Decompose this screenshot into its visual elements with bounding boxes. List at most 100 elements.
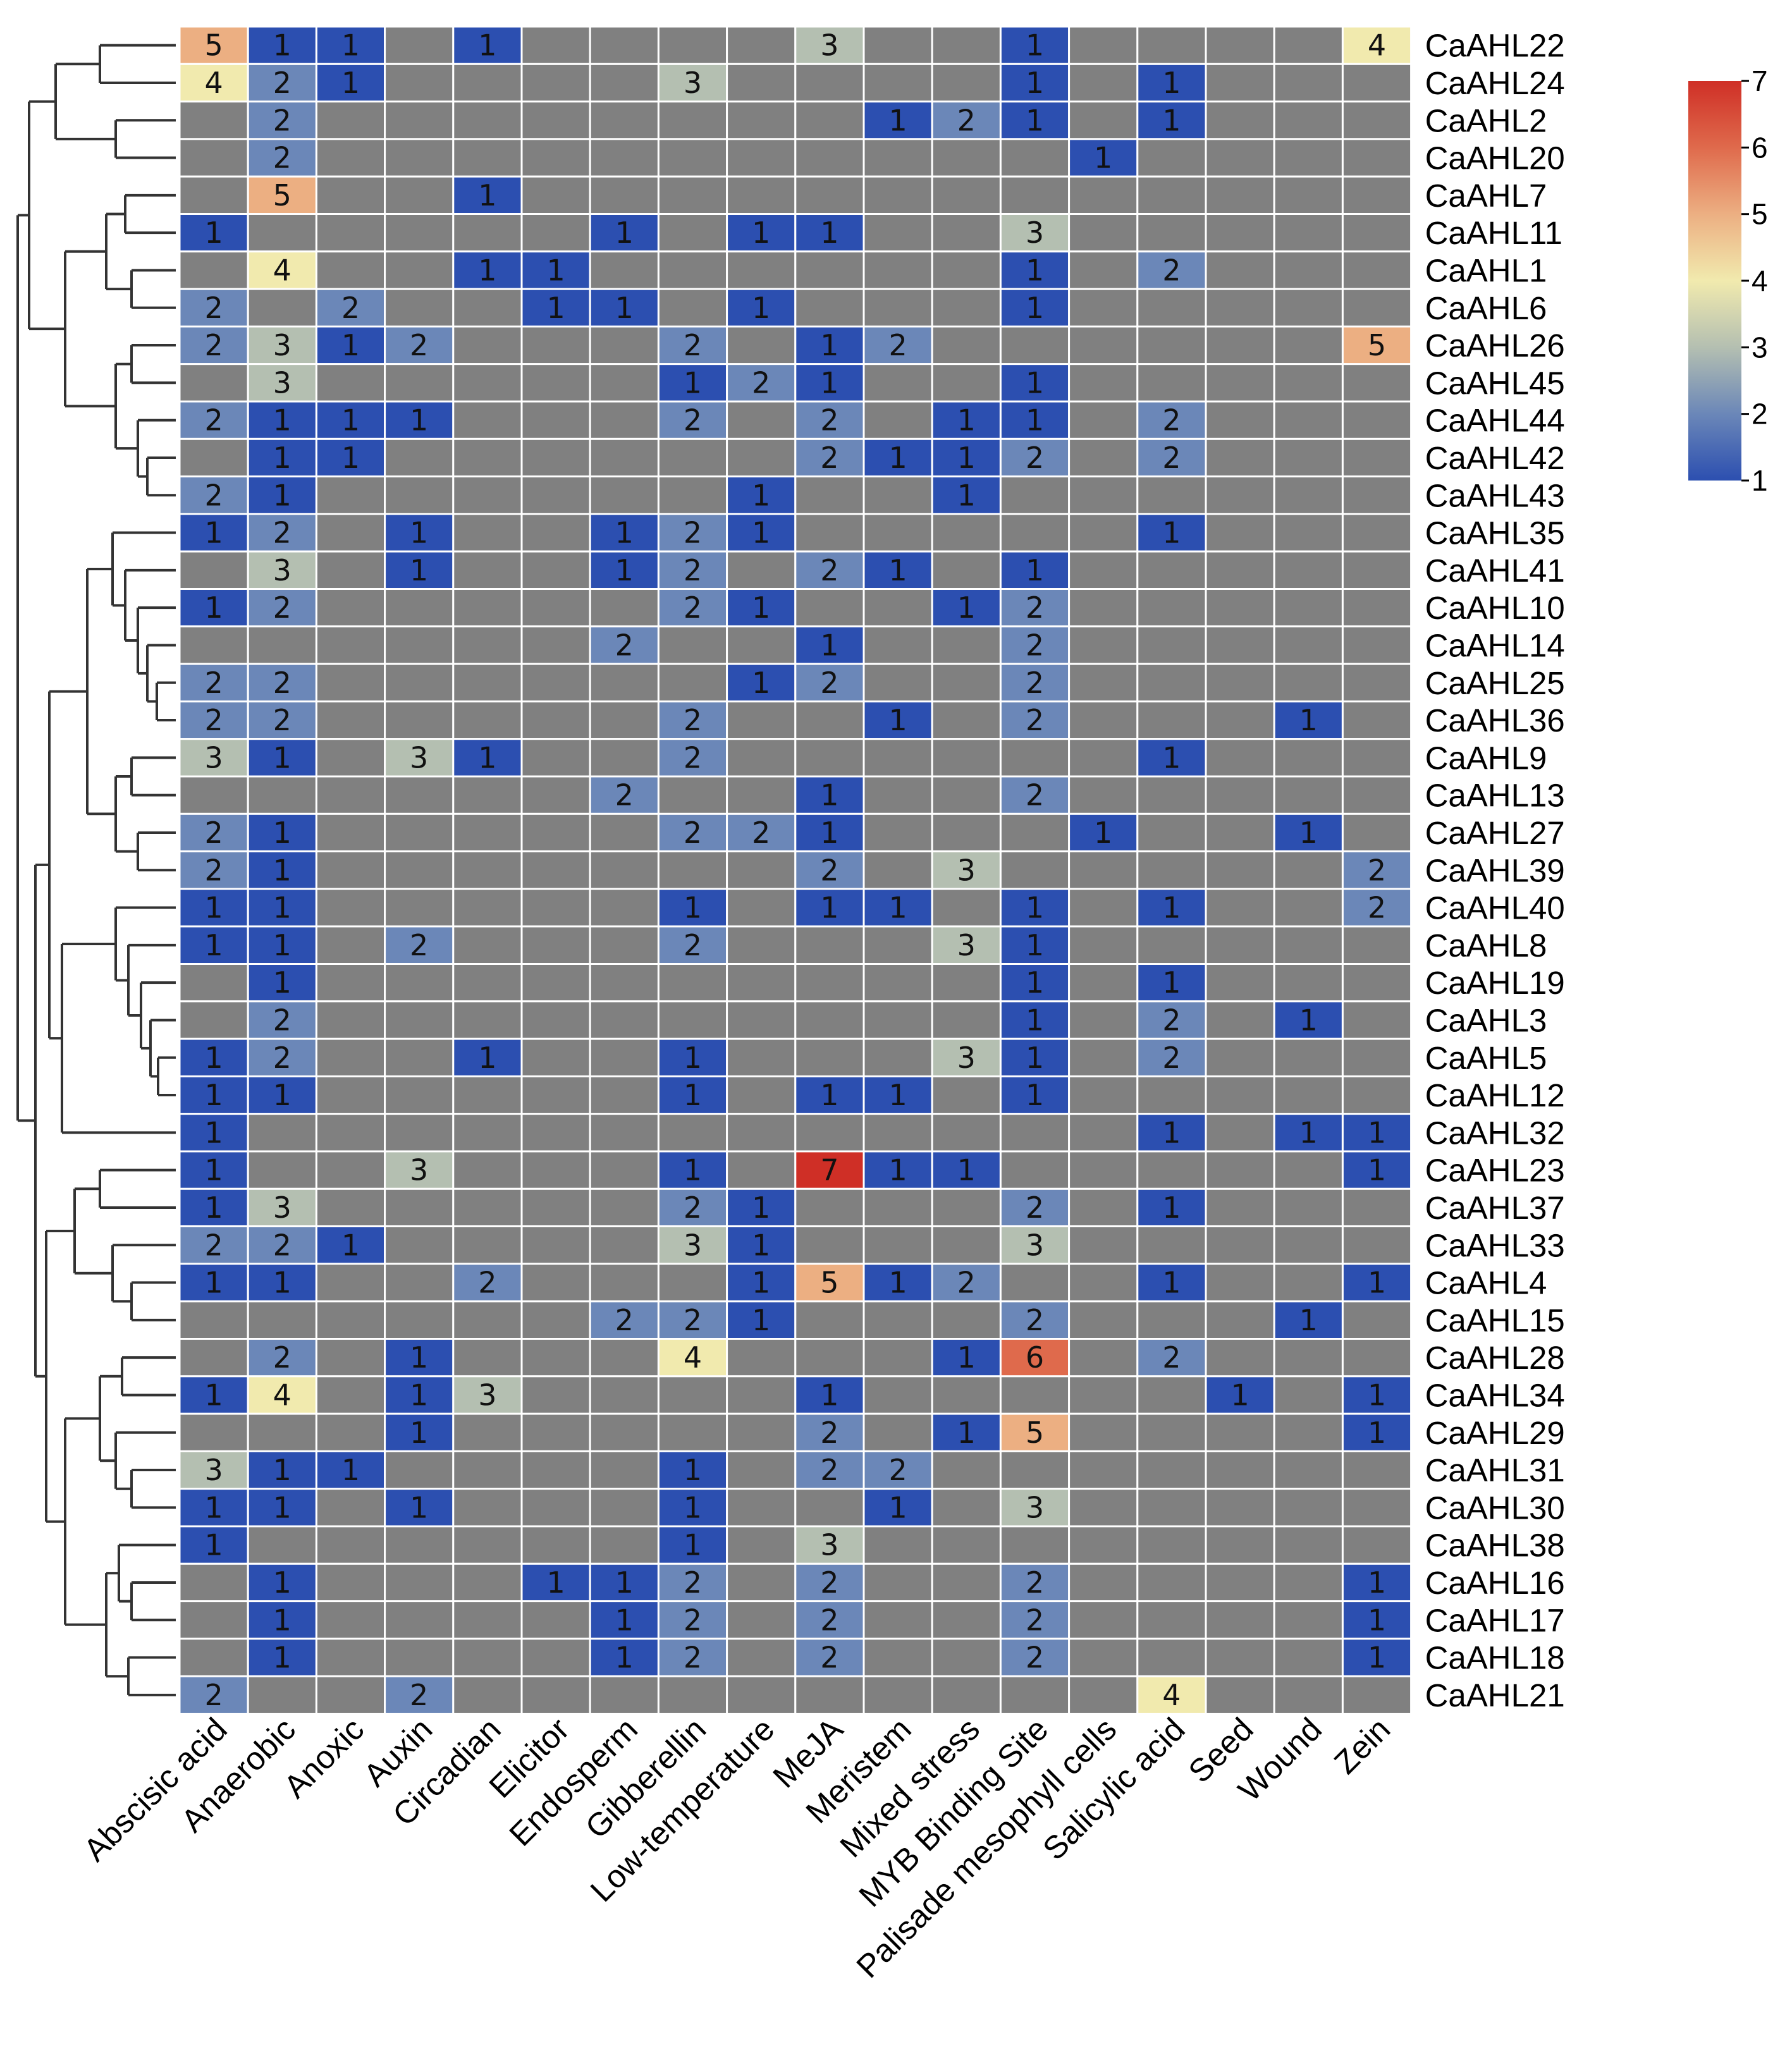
heatmap-cell (1136, 475, 1207, 515)
cell-value-label: 3 (478, 1378, 496, 1412)
heatmap-cell (931, 775, 1002, 815)
heatmap-cell (1205, 1488, 1275, 1528)
heatmap-cell (178, 250, 249, 290)
heatmap-cell (1136, 1187, 1207, 1228)
heatmap-cell (999, 700, 1071, 740)
heatmap-cell (1341, 700, 1413, 740)
heatmap-cell (520, 1038, 591, 1077)
heatmap-cell (862, 925, 933, 965)
cell-value-label: 1 (204, 1378, 223, 1412)
heatmap-cell (862, 738, 933, 778)
heatmap-cell (1136, 325, 1207, 365)
cell-value-label: 1 (752, 516, 770, 550)
heatmap-cell (931, 1450, 1002, 1490)
heatmap-cell (1068, 1338, 1139, 1378)
heatmap-cell (1273, 850, 1344, 890)
heatmap-cell (247, 812, 317, 853)
cell-value-label: 2 (204, 703, 223, 737)
cell-value-label: 1 (546, 1565, 565, 1600)
heatmap-cell (384, 363, 455, 403)
heatmap-cell (520, 1375, 591, 1415)
cell-value-label: 4 (684, 1340, 702, 1375)
cell-value-label: 2 (273, 1041, 292, 1075)
heatmap-cell (1341, 738, 1413, 778)
cell-value-label: 3 (820, 1528, 838, 1562)
cell-value-label: 1 (410, 1378, 428, 1412)
heatmap-cell (726, 325, 797, 365)
heatmap-cell (1205, 1338, 1275, 1378)
heatmap-cell (1341, 1000, 1413, 1040)
heatmap-cell (452, 1412, 523, 1452)
heatmap-cell (315, 1375, 386, 1415)
heatmap-cell (1205, 850, 1275, 890)
heatmap-cell (1068, 775, 1139, 815)
cell-value-label: 2 (684, 1303, 702, 1337)
heatmap-cell (1341, 925, 1413, 965)
cell-value-label: 1 (820, 216, 838, 250)
cell-value-label: 1 (615, 553, 634, 587)
heatmap-cell (589, 1187, 660, 1228)
heatmap-cell (520, 1187, 591, 1228)
row-label: CaAHL20 (1425, 140, 1565, 176)
cell-value-label: 2 (273, 103, 292, 137)
heatmap-cell (315, 738, 386, 778)
heatmap-cell (520, 888, 591, 928)
cell-value-label: 2 (1026, 441, 1044, 475)
heatmap-cell (1205, 1300, 1275, 1340)
heatmap-cell (384, 888, 455, 928)
cell-value-label: 1 (1368, 1266, 1386, 1300)
cell-value-label: 2 (684, 516, 702, 550)
heatmap-cell (384, 250, 455, 290)
cell-value-label: 3 (273, 1191, 292, 1225)
heatmap-cell (1273, 812, 1344, 853)
heatmap-cell (247, 1375, 317, 1415)
cell-value-label: 1 (1299, 1115, 1318, 1149)
cell-value-label: 2 (1026, 778, 1044, 812)
heatmap-cell (520, 850, 591, 890)
heatmap-cell (178, 963, 249, 1003)
heatmap-cell (1068, 738, 1139, 778)
heatmap-cell (862, 475, 933, 515)
heatmap-cell (794, 1225, 865, 1265)
cell-value-label: 1 (410, 403, 428, 438)
cell-value-label: 1 (752, 216, 770, 250)
row-label: CaAHL44 (1425, 403, 1565, 439)
heatmap-cell (1068, 325, 1139, 365)
heatmap-cell (931, 101, 1002, 140)
heatmap-cell (1136, 925, 1207, 965)
heatmap-cell (794, 1675, 865, 1715)
heatmap-cell (862, 663, 933, 702)
colorbar-tick-label: 7 (1752, 64, 1768, 97)
cell-value-label: 1 (1026, 291, 1044, 325)
cell-value-label: 1 (684, 365, 702, 400)
heatmap-cell (452, 1525, 523, 1565)
heatmap-cell (1273, 1187, 1344, 1228)
heatmap-cell (247, 213, 317, 253)
heatmap-cell (726, 700, 797, 740)
heatmap-cell (452, 663, 523, 702)
heatmap-cell (589, 1225, 660, 1265)
heatmap-cell (1136, 588, 1207, 628)
cell-value-label: 1 (1026, 965, 1044, 1000)
cell-value-label: 1 (1026, 1078, 1044, 1112)
heatmap-cell (1068, 250, 1139, 290)
cell-value-label: 1 (204, 1191, 223, 1225)
heatmap-cell (1136, 1488, 1207, 1528)
heatmap-cell (315, 1450, 386, 1490)
heatmap-cell (862, 888, 933, 928)
heatmap-cell (178, 550, 249, 591)
heatmap-cell (178, 513, 249, 553)
heatmap-cell (931, 663, 1002, 702)
heatmap-cell (657, 1187, 728, 1228)
heatmap-cell (657, 1338, 728, 1378)
heatmap-cell (726, 288, 797, 328)
heatmap-cell (178, 700, 249, 740)
heatmap-cell (520, 1300, 591, 1340)
heatmap-cell (178, 812, 249, 853)
heatmap-cell (1273, 1412, 1344, 1452)
colorbar-tick-label: 4 (1752, 264, 1768, 297)
cell-value-label: 2 (273, 66, 292, 100)
heatmap-cell (315, 1187, 386, 1228)
heatmap-cell (1068, 1375, 1139, 1415)
heatmap-cell (657, 588, 728, 628)
